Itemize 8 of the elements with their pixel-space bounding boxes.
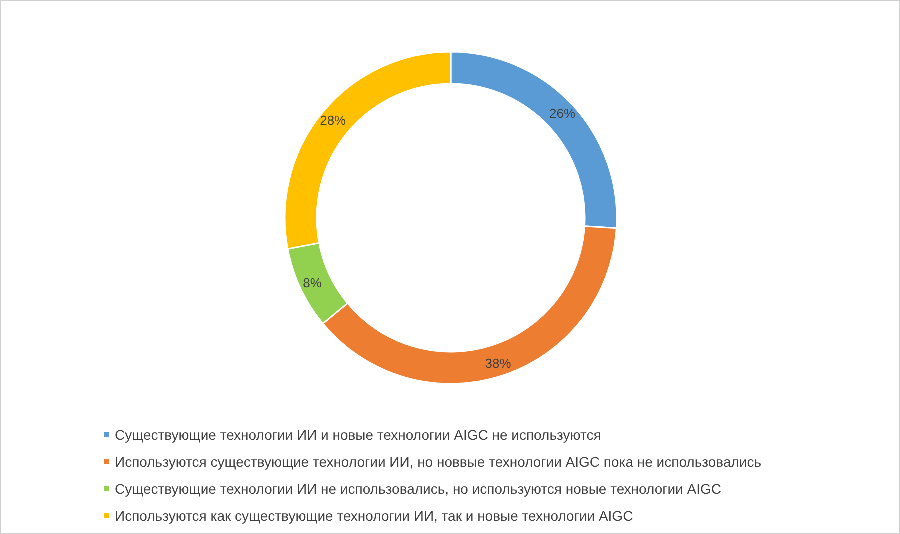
data-label: 26% — [550, 106, 576, 121]
data-label: 28% — [320, 112, 347, 128]
data-label: 38% — [485, 356, 512, 372]
legend-label: Существующие технологии ИИ не использовались, но используются новые технологии AIGC — [115, 481, 722, 497]
legend-label: Существующие технологии ИИ и новые технологии AIGC не используются — [115, 427, 602, 443]
legend-label: Используются существующие технологии ИИ, но новвые технологии AIGC пока не использовались — [115, 454, 762, 470]
legend-label: Используются как существующие технологии ИИ, так и новые технологии AIGC — [115, 508, 634, 524]
data-label: 8% — [303, 276, 322, 291]
